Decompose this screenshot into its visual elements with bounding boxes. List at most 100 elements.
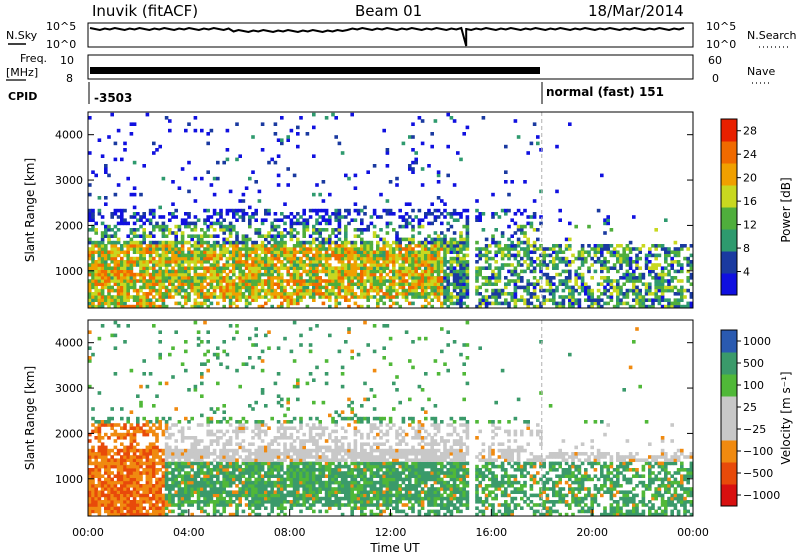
heatmap-cell [91,471,95,475]
heatmap-cell [184,224,188,229]
heatmap-cell [177,448,182,453]
heatmap-cell [296,295,300,299]
heatmap-cell [363,282,367,286]
heatmap-cell [638,298,642,302]
heatmap-cell [148,503,153,507]
heatmap-cell [353,173,358,178]
heatmap-cell [97,484,102,488]
heatmap-cell [436,237,441,242]
heatmap-cell [360,263,364,267]
heatmap-cell [264,212,268,216]
heatmap-cell [404,218,409,222]
heatmap-cell [180,266,185,270]
heatmap-cell [532,285,537,290]
heatmap-cell [302,285,306,290]
heatmap-cell [161,256,166,261]
heatmap-cell [126,266,130,270]
heatmap-cell [446,292,450,296]
heatmap-cell [286,253,290,258]
heatmap-cell [264,244,268,248]
heatmap-cell [190,474,194,478]
heatmap-cell [414,253,418,258]
heatmap-cell [638,256,642,261]
heatmap-cell [280,292,284,296]
heatmap-cell [385,231,390,235]
heatmap-cell [248,276,252,280]
heatmap-cell [219,429,223,434]
heatmap-cell [116,260,121,264]
heatmap-cell [315,183,319,187]
heatmap-cell [203,448,207,453]
heatmap-cell [248,356,252,360]
heatmap-cell [139,269,143,274]
heatmap-cell [267,247,271,251]
heatmap-cell [88,285,92,290]
heatmap-cell [120,407,124,411]
heatmap-cell [664,260,668,264]
heatmap-cell [635,288,639,293]
heatmap-cell [376,247,380,251]
heatmap-cell [603,279,607,283]
heatmap-cell [382,250,386,254]
heatmap-cell [347,266,351,270]
heatmap-cell [100,215,105,219]
heatmap-cell [126,429,130,434]
heatmap-cell [94,468,98,472]
heatmap-cell [139,295,143,299]
heatmap-cell [206,464,210,469]
heatmap-cell [494,260,498,264]
heatmap-cell [120,282,124,286]
heatmap-cell [180,436,185,440]
heatmap-cell [187,266,191,270]
heatmap-cell [244,420,249,424]
heatmap-cell [276,266,281,270]
heatmap-cell [107,509,111,514]
heatmap-cell [129,474,134,478]
heatmap-cell [110,480,114,485]
heatmap-cell [507,208,511,213]
heatmap-cell [155,272,159,277]
heatmap-cell [152,452,156,456]
heatmap-cell [404,269,409,274]
heatmap-cell [104,256,108,261]
heatmap-cell [491,237,495,242]
heatmap-cell [209,263,214,267]
heatmap-cell [206,416,210,421]
heatmap-cell [347,208,351,213]
heatmap-cell [628,240,633,245]
heatmap-cell [264,445,268,450]
heatmap-cell [161,276,166,280]
heatmap-cell [520,276,524,280]
heatmap-cell [158,477,162,482]
heatmap-cell [132,474,137,478]
heatmap-cell [206,490,210,494]
heatmap-cell [113,429,118,434]
heatmap-cell [148,285,153,290]
heatmap-cell [184,349,188,354]
heatmap-cell [254,471,258,475]
heatmap-cell [670,279,674,283]
heatmap-cell [497,266,502,270]
heatmap-cell [248,301,252,306]
heatmap-cell [225,208,230,213]
heatmap-cell [555,189,559,194]
heatmap-cell [257,436,262,440]
heatmap-cell [507,253,511,258]
heatmap-cell [155,240,159,245]
heatmap-cell [276,295,281,299]
heatmap-cell [209,429,214,434]
heatmap-cell [260,148,265,152]
heatmap-cell [187,298,191,302]
heatmap-cell [494,276,498,280]
heatmap-cell [206,250,210,254]
heatmap-cell [449,295,454,299]
heatmap-cell [452,231,457,235]
heatmap-cell [424,282,428,286]
heatmap-cell [625,256,630,261]
heatmap-cell [203,266,207,270]
heatmap-cell [334,250,338,254]
heatmap-cell [315,292,319,296]
heatmap-cell [273,250,278,254]
heatmap-cell [180,496,185,501]
heatmap-cell [129,439,134,443]
